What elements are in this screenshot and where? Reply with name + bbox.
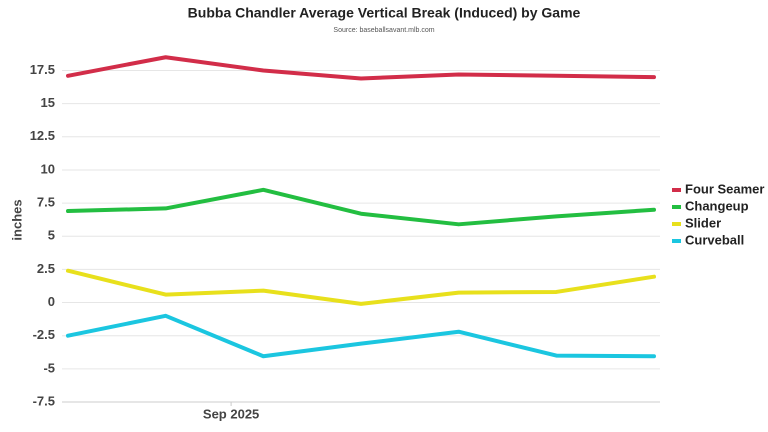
y-tick-label: 17.5 <box>30 62 55 77</box>
legend-label: Four Seamer <box>685 181 764 196</box>
y-tick-label: 2.5 <box>37 261 55 276</box>
y-tick-label: 7.5 <box>37 195 55 210</box>
y-axis-label: inches <box>9 199 24 240</box>
y-tick-label: -5 <box>43 360 55 375</box>
legend-label: Slider <box>685 215 721 230</box>
legend-label: Curveball <box>685 232 744 247</box>
y-tick-label: 12.5 <box>30 128 55 143</box>
series-line <box>66 55 656 81</box>
series-line <box>66 187 656 227</box>
series-line <box>66 268 656 306</box>
x-tick-label: Sep 2025 <box>203 406 259 421</box>
y-tick-label: 5 <box>48 228 55 243</box>
y-tick-label: -2.5 <box>33 327 55 342</box>
chart-title: Bubba Chandler Average Vertical Break (I… <box>188 5 581 21</box>
y-tick-label: 10 <box>41 161 55 176</box>
y-tick-label: -7.5 <box>33 393 55 408</box>
y-tick-label: 0 <box>48 294 55 309</box>
chart-subtitle: Source: baseballsavant.mlb.com <box>333 27 434 34</box>
y-tick-label: 15 <box>41 95 55 110</box>
series-line <box>66 313 656 359</box>
legend-label: Changeup <box>685 198 749 213</box>
